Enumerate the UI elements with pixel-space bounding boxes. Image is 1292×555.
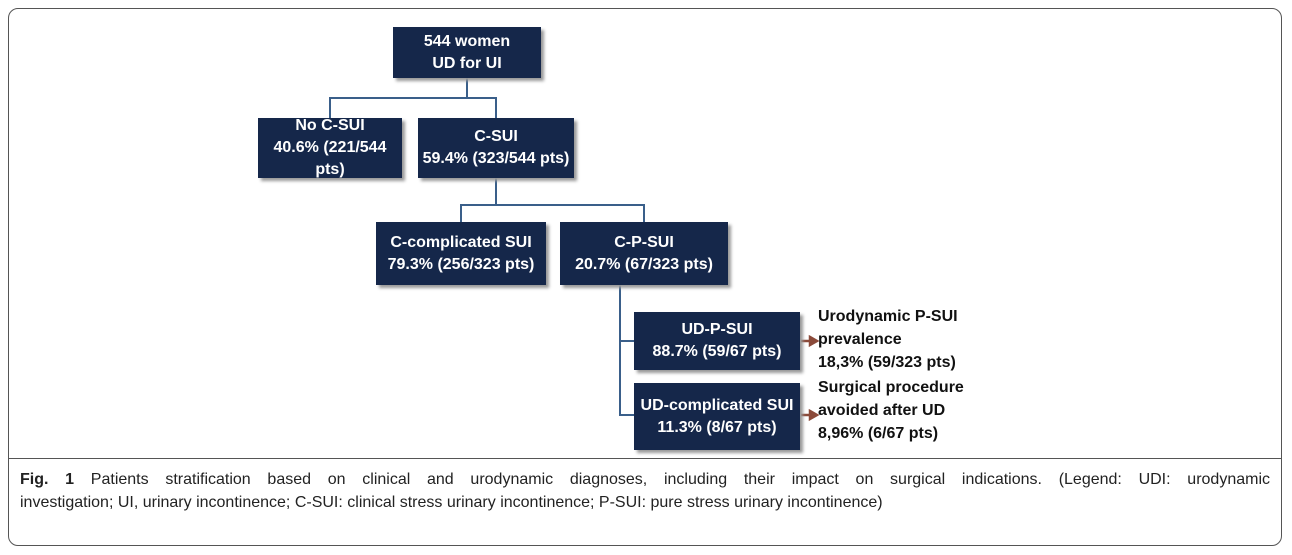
node-box: UD-P-SUI 88.7% (59/67 pts) [634, 312, 800, 370]
caption-line: investigation; UI, urinary incontinence;… [20, 491, 1270, 514]
caption-rule [8, 458, 1282, 459]
caption-line: Fig. 1 Patients stratification based on … [20, 468, 1270, 491]
text-line: 20.7% (67/323 pts) [575, 255, 713, 273]
node-box: No C-SUI 40.6% (221/544 pts) [258, 117, 402, 178]
text-line: prevalence [818, 331, 902, 348]
text-line: 59.4% (323/544 pts) [422, 150, 570, 167]
text-line: 11.3% (8/67 pts) [657, 418, 777, 436]
text-line: UD-complicated SUI [640, 396, 794, 414]
text-line: 18,3% (59/323 pts) [818, 354, 956, 371]
text-line: UD-P-SUI [681, 321, 753, 338]
caption-text: Patients stratification based on clinica… [90, 471, 1271, 488]
node-box: C-SUI 59.4% (323/544 pts) [418, 118, 574, 178]
node-box: C-P-SUI 20.7% (67/323 pts) [560, 222, 728, 285]
text-line: C-complicated SUI [390, 233, 532, 251]
node-box: 544 women UD for UI [393, 27, 541, 78]
text-line: Surgical procedure [818, 379, 964, 396]
connector [460, 178, 645, 222]
text-line: 88.7% (59/67 pts) [652, 343, 782, 360]
text-line: 79.3% (256/323 pts) [387, 255, 535, 273]
figure-frame [8, 8, 1282, 546]
text-line: UD for UI [432, 54, 502, 72]
outcome-text: Urodynamic P-SUI prevalence 18,3% (59/323 … [818, 305, 958, 374]
caption-label: Fig. 1 [20, 471, 75, 488]
caption-text: investigation; UI, urinary incontinence;… [20, 494, 883, 511]
text-line: avoided after UD [818, 402, 946, 419]
node-box: C-complicated SUI 79.3% (256/323 pts) [376, 222, 546, 285]
text-line: No C-SUI [295, 117, 365, 134]
text-line: 544 women [423, 32, 511, 50]
text-line: C-P-SUI [614, 233, 674, 251]
outcome-text: Surgical procedure avoided after UD 8,96% … [818, 376, 964, 445]
arrow-head [808, 334, 820, 348]
connector [619, 285, 634, 416]
connector [329, 78, 497, 118]
text-line: C-SUI [474, 128, 518, 145]
text-line: Urodynamic P-SUI [818, 308, 958, 325]
caption: Fig. 1 Patients stratification based on … [20, 468, 1270, 514]
arrow-head [808, 408, 820, 422]
text-line: 8,96% (6/67 pts) [818, 425, 939, 442]
node-box: UD-complicated SUI 11.3% (8/67 pts) [634, 383, 800, 450]
text-line: 40.6% (221/544 pts) [273, 139, 387, 178]
